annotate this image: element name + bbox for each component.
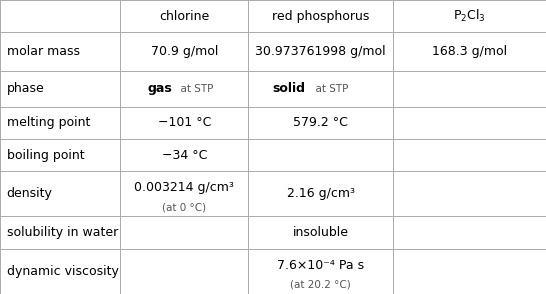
Text: 0.003214 g/cm³: 0.003214 g/cm³ <box>134 181 234 194</box>
Text: at STP: at STP <box>309 84 348 94</box>
Text: (at 20.2 °C): (at 20.2 °C) <box>290 280 351 290</box>
Text: red phosphorus: red phosphorus <box>272 10 370 23</box>
Text: 168.3 g/mol: 168.3 g/mol <box>432 45 507 58</box>
Text: at STP: at STP <box>175 84 214 94</box>
Text: P$_2$Cl$_3$: P$_2$Cl$_3$ <box>453 8 486 24</box>
Text: (at 0 °C): (at 0 °C) <box>162 202 206 212</box>
Text: 579.2 °C: 579.2 °C <box>293 116 348 129</box>
Text: chlorine: chlorine <box>159 10 210 23</box>
Text: molar mass: molar mass <box>7 45 80 58</box>
Text: boiling point: boiling point <box>7 148 84 162</box>
Text: 30.973761998 g/mol: 30.973761998 g/mol <box>256 45 386 58</box>
Text: solubility in water: solubility in water <box>7 226 118 239</box>
Text: 2.16 g/cm³: 2.16 g/cm³ <box>287 187 355 200</box>
Text: solid: solid <box>272 82 306 95</box>
Text: gas: gas <box>147 82 173 95</box>
Text: dynamic viscosity: dynamic viscosity <box>7 265 118 278</box>
Text: melting point: melting point <box>7 116 90 129</box>
Text: −34 °C: −34 °C <box>162 148 207 162</box>
Text: −101 °C: −101 °C <box>158 116 211 129</box>
Text: 70.9 g/mol: 70.9 g/mol <box>151 45 218 58</box>
Text: density: density <box>7 187 52 200</box>
Text: 7.6×10⁻⁴ Pa s: 7.6×10⁻⁴ Pa s <box>277 259 364 272</box>
Text: insoluble: insoluble <box>293 226 349 239</box>
Text: phase: phase <box>7 82 44 95</box>
